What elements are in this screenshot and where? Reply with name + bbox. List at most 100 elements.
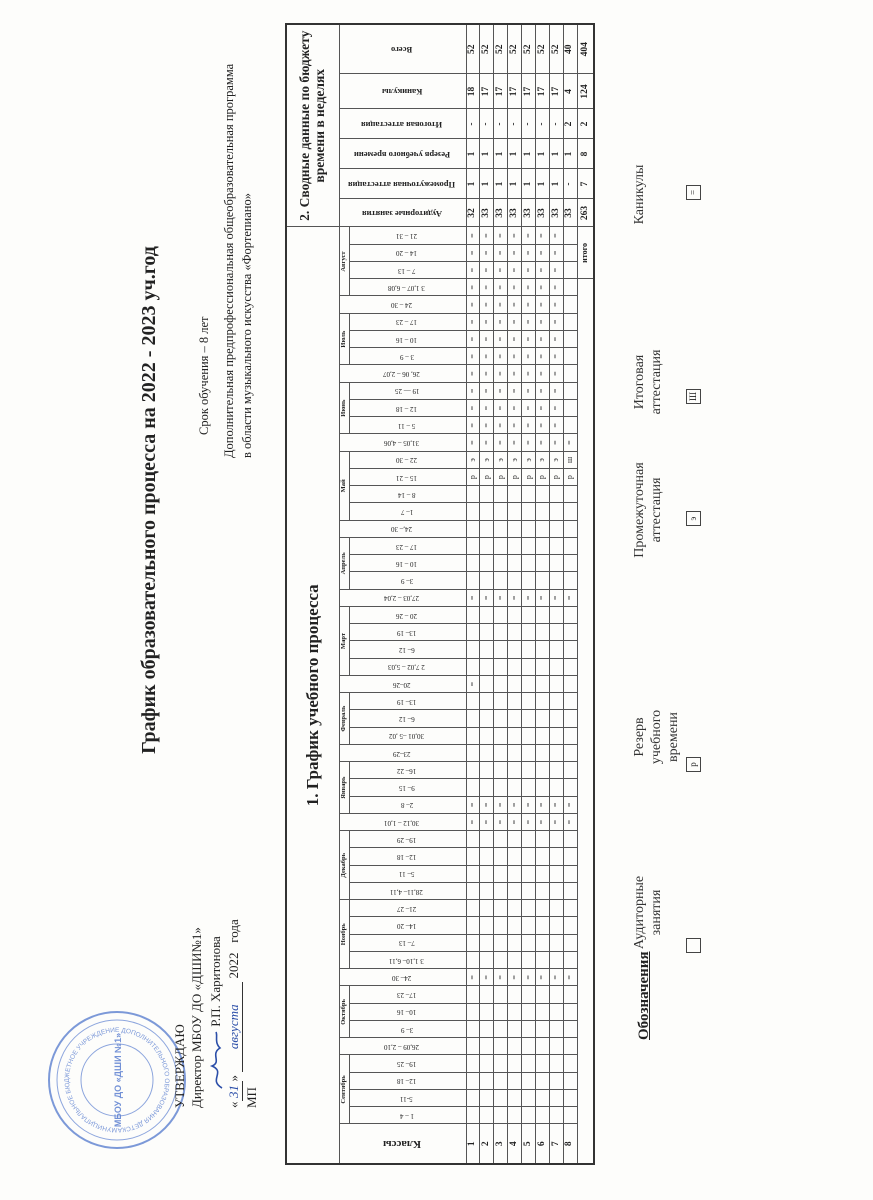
week-cell [549,934,564,952]
week-cell [521,899,536,917]
table-row: 2 = = = = р э = = = = = = = = = = = = = 33 1 1-17 52 [479,24,494,1164]
week-label: 7– 13 [398,939,415,948]
week-header: 5-11 [349,1089,466,1107]
week-cell [507,606,522,624]
week-cell: = [466,227,480,245]
week-cell [521,537,536,555]
week-cell [466,1003,480,1021]
official-stamp: МУНИЦИПАЛЬНОЕ БЮДЖЕТНОЕ УЧРЕЖДЕНИЕ ДОПОЛ… [45,1011,186,1152]
week-cell [507,503,522,521]
week-cell: = [466,365,480,383]
week-cell [535,623,550,641]
week-cell: = [493,399,508,417]
summary-value: 1 [507,169,522,199]
week-cell: = [507,399,522,417]
week-cell [507,537,522,555]
week-cell [521,623,536,641]
legend-label-line2: аттестация [648,477,664,543]
week-cell [521,554,536,572]
week-cell [521,692,536,710]
week-label: 6– 12 [398,715,415,724]
week-cell [493,1003,508,1021]
week-cell [479,710,494,728]
week-cell: э [535,451,550,469]
week-header: 12 – 18 [349,399,466,417]
week-cell [507,641,522,659]
week-cell [563,330,578,348]
week-cell [549,865,564,883]
week-cell: = [549,313,564,331]
week-cell [466,899,480,917]
week-cell: = [466,416,480,434]
month-header: Апрель [339,537,349,590]
legend-symbol-box: р [686,757,701,772]
week-cell [479,537,494,555]
week-cell [493,1089,508,1107]
week-cell [549,503,564,521]
summary-value: 52 [521,24,536,74]
week-cell [563,675,578,693]
week-header: 3– 9 [349,1020,466,1038]
week-cell [507,1037,522,1055]
summary-value: 1 [535,139,550,169]
month-header: Май [339,451,349,521]
summary-total: 263 [577,199,595,227]
week-header: 17 – 23 [349,313,466,331]
approval-date: «31» августа 2022 года [226,919,243,1108]
week-cell: = [549,382,564,400]
legend-title: Обозначения [636,951,652,1040]
week-cell [535,710,550,728]
week-cell: р [493,468,508,486]
legend-label-line1: Резерв учебного [632,709,664,765]
week-label: 3 – 9 [399,352,414,361]
week-cell [507,882,522,900]
week-cell [549,1089,564,1107]
approval-director: Р.П. Харитонова [206,936,228,1089]
week-cell: = [466,434,480,452]
week-cell: = [549,589,564,607]
week-header: 5 – 11 [349,416,466,434]
week-header: 20 – 26 [349,606,466,624]
week-cell: = [493,382,508,400]
summary-value: 2 [563,109,578,139]
week-cell: = [479,313,494,331]
week-cell [521,503,536,521]
week-header: 31,05 – 4,06 [339,434,466,452]
week-cell [549,1020,564,1038]
week-cell [563,641,578,659]
week-cell: = [549,347,564,365]
week-cell: = [507,330,522,348]
week-label: 3 1,10– 6,11 [389,956,425,965]
week-cell [549,830,564,848]
week-cell [549,554,564,572]
week-label: 5-11 [400,1094,414,1103]
month-header: Июль [339,313,349,365]
week-cell: = [549,261,564,279]
week-cell: = [507,261,522,279]
week-cell: = [549,365,564,383]
week-cell: = [549,968,564,986]
week-cell: = [521,296,536,314]
week-header: 22 – 30 [349,451,466,469]
month-header: Март [339,606,349,676]
week-cell: = [535,296,550,314]
week-cell [479,761,494,779]
week-cell [521,1003,536,1021]
week-cell [507,986,522,1004]
week-label: 26, 06 – 2,07 [383,370,421,379]
week-cell: = [521,227,536,245]
week-label: 14 – 20 [396,249,418,258]
program-title-line1: Дополнительная предпрофессиональная обще… [222,63,236,458]
week-label: 7 – 13 [398,266,416,275]
summary-total: 124 [577,74,595,109]
week-cell [563,1003,578,1021]
week-cell [479,572,494,590]
week-header: 17 – 23 [349,537,466,555]
week-cell [549,1037,564,1055]
week-cell [507,1072,522,1090]
summary-total: 2 [577,109,595,139]
week-cell [535,917,550,935]
week-label: 3 1,07 – 6,08 [388,283,426,292]
week-label: 26,09 – 2,10 [384,1042,420,1051]
week-cell [466,1020,480,1038]
